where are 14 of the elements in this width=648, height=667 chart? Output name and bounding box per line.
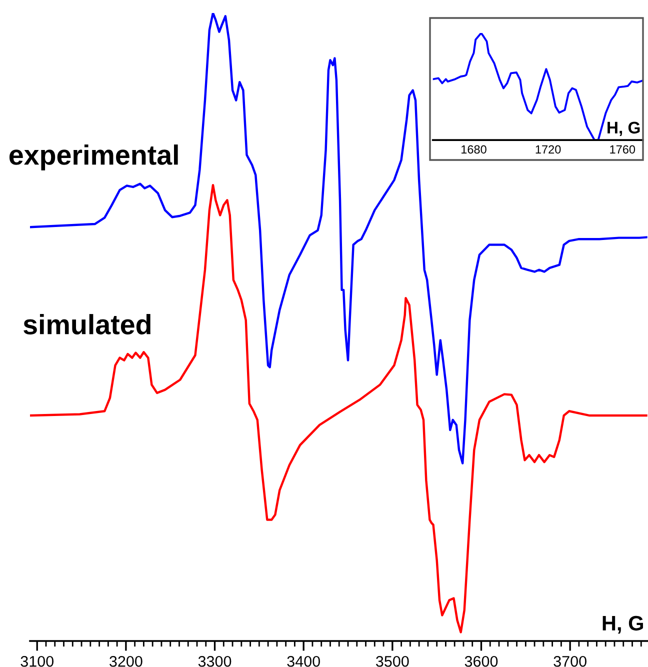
x-tick-label: 3200 [110, 656, 142, 667]
series-label: simulated [24, 314, 150, 334]
x-tick-label: 1720 [536, 145, 561, 154]
x-axis-title: H, G [602, 616, 643, 634]
x-tick-label: 3400 [287, 656, 320, 667]
x-tick-label: 1680 [462, 145, 486, 154]
x-tick-label: 3300 [198, 656, 232, 667]
x-axis-title: H, G [608, 122, 640, 136]
x-tick-label: 3500 [376, 656, 409, 667]
x-tick-label: 3700 [554, 656, 586, 667]
x-tick-label: 1760 [610, 145, 636, 154]
x-tick-label: 3600 [464, 656, 498, 667]
x-tick-label: 3100 [20, 656, 54, 667]
series-label: experimental [9, 144, 178, 170]
